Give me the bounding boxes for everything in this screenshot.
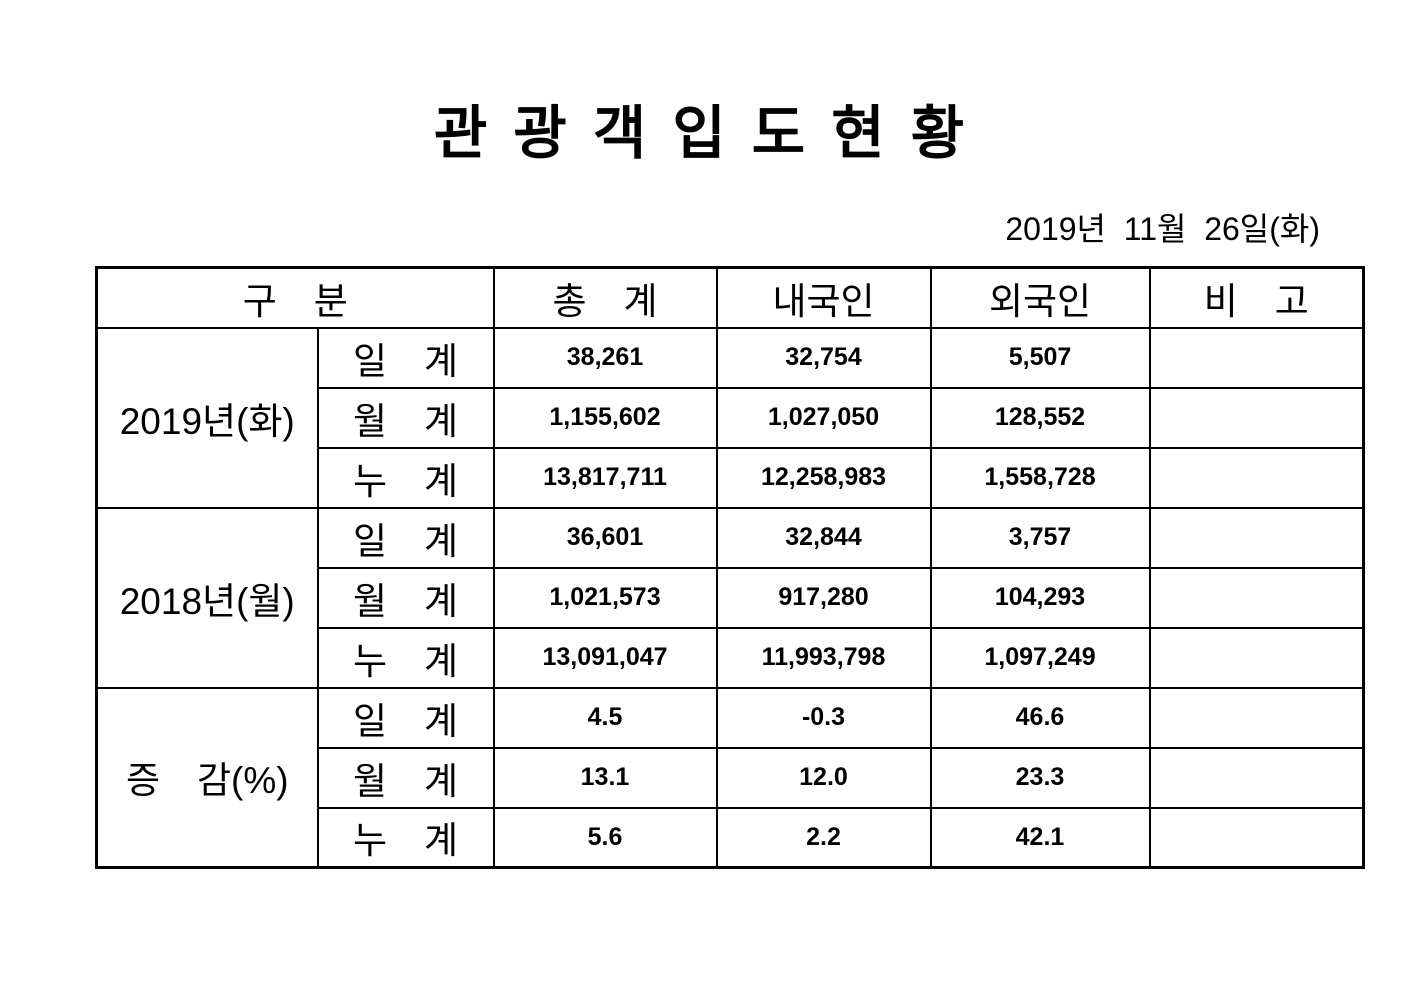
cell-remark [1148,806,1365,869]
cell-remark [1148,446,1365,509]
stats-table: 구 분 총 계 내국인 외국인 비 고 2019년(화) 일 계 38,261 … [95,266,1365,869]
col-header-foreign: 외국인 [929,266,1151,329]
cell-remark [1148,686,1365,749]
table-row: 증 감(%) 일 계 4.5 -0.3 46.6 [95,686,1365,869]
header-row: 구 분 총 계 내국인 외국인 비 고 [95,266,1365,329]
col-header-domestic: 내국인 [715,266,932,329]
row-label: 일 계 [316,506,495,569]
cell-remark [1148,626,1365,689]
table-row: 누 계 13,091,047 11,993,798 1,097,249 [97,626,1365,689]
cell-remark [1148,326,1365,389]
row-label: 월 계 [316,746,495,809]
row-label: 일 계 [316,686,495,749]
cell-foreign: 104,293 [929,566,1151,629]
cell-foreign: 128,552 [929,386,1151,449]
cell-total: 1,021,573 [492,566,718,629]
table-row: 2019년(화) 일 계 38,261 32,754 5,507 [95,326,1365,509]
group-label-2018: 2018년(월) [95,506,319,689]
cell-foreign: 5,507 [929,326,1151,389]
row-label: 누 계 [316,446,495,509]
row-label: 월 계 [316,566,495,629]
cell-foreign: 1,097,249 [929,626,1151,689]
cell-total: 38,261 [492,326,718,389]
group-label-2019: 2019년(화) [95,326,319,509]
cell-remark [1148,746,1365,809]
cell-remark [1148,386,1365,449]
table-row: 누 계 13,817,711 12,258,983 1,558,728 [97,446,1365,509]
cell-foreign: 46.6 [929,686,1151,749]
table-row: 월 계 1,021,573 917,280 104,293 [97,566,1365,629]
cell-total: 13,817,711 [492,446,718,509]
cell-total: 1,155,602 [492,386,718,449]
cell-domestic: 11,993,798 [715,626,932,689]
cell-remark [1148,506,1365,569]
cell-remark [1148,566,1365,629]
cell-domestic: -0.3 [715,686,932,749]
table-row: 월 계 13.1 12.0 23.3 [97,746,1365,809]
row-label: 일 계 [316,326,495,389]
cell-domestic: 2.2 [715,806,932,869]
table-row: 누 계 5.6 2.2 42.1 [97,806,1365,869]
cell-total: 4.5 [492,686,718,749]
cell-total: 13,091,047 [492,626,718,689]
row-label: 월 계 [316,386,495,449]
cell-total: 13.1 [492,746,718,809]
cell-foreign: 1,558,728 [929,446,1151,509]
col-header-category: 구 분 [95,266,495,329]
cell-domestic: 12.0 [715,746,932,809]
cell-domestic: 32,844 [715,506,932,569]
cell-foreign: 23.3 [929,746,1151,809]
cell-domestic: 1,027,050 [715,386,932,449]
col-header-total: 총 계 [492,266,718,329]
cell-domestic: 12,258,983 [715,446,932,509]
row-label: 누 계 [316,626,495,689]
group-label-change: 증 감(%) [95,686,319,869]
cell-foreign: 42.1 [929,806,1151,869]
cell-total: 36,601 [492,506,718,569]
report-date: 2019년 11월 26일(화) [1005,211,1320,247]
cell-domestic: 917,280 [715,566,932,629]
row-label: 누 계 [316,806,495,869]
page-title: 관 광 객 입 도 현 황 [433,101,970,166]
cell-foreign: 3,757 [929,506,1151,569]
table-row: 월 계 1,155,602 1,027,050 128,552 [97,386,1365,449]
cell-domestic: 32,754 [715,326,932,389]
col-header-remarks: 비 고 [1148,266,1365,329]
cell-total: 5.6 [492,806,718,869]
table-row: 2018년(월) 일 계 36,601 32,844 3,757 [95,506,1365,689]
